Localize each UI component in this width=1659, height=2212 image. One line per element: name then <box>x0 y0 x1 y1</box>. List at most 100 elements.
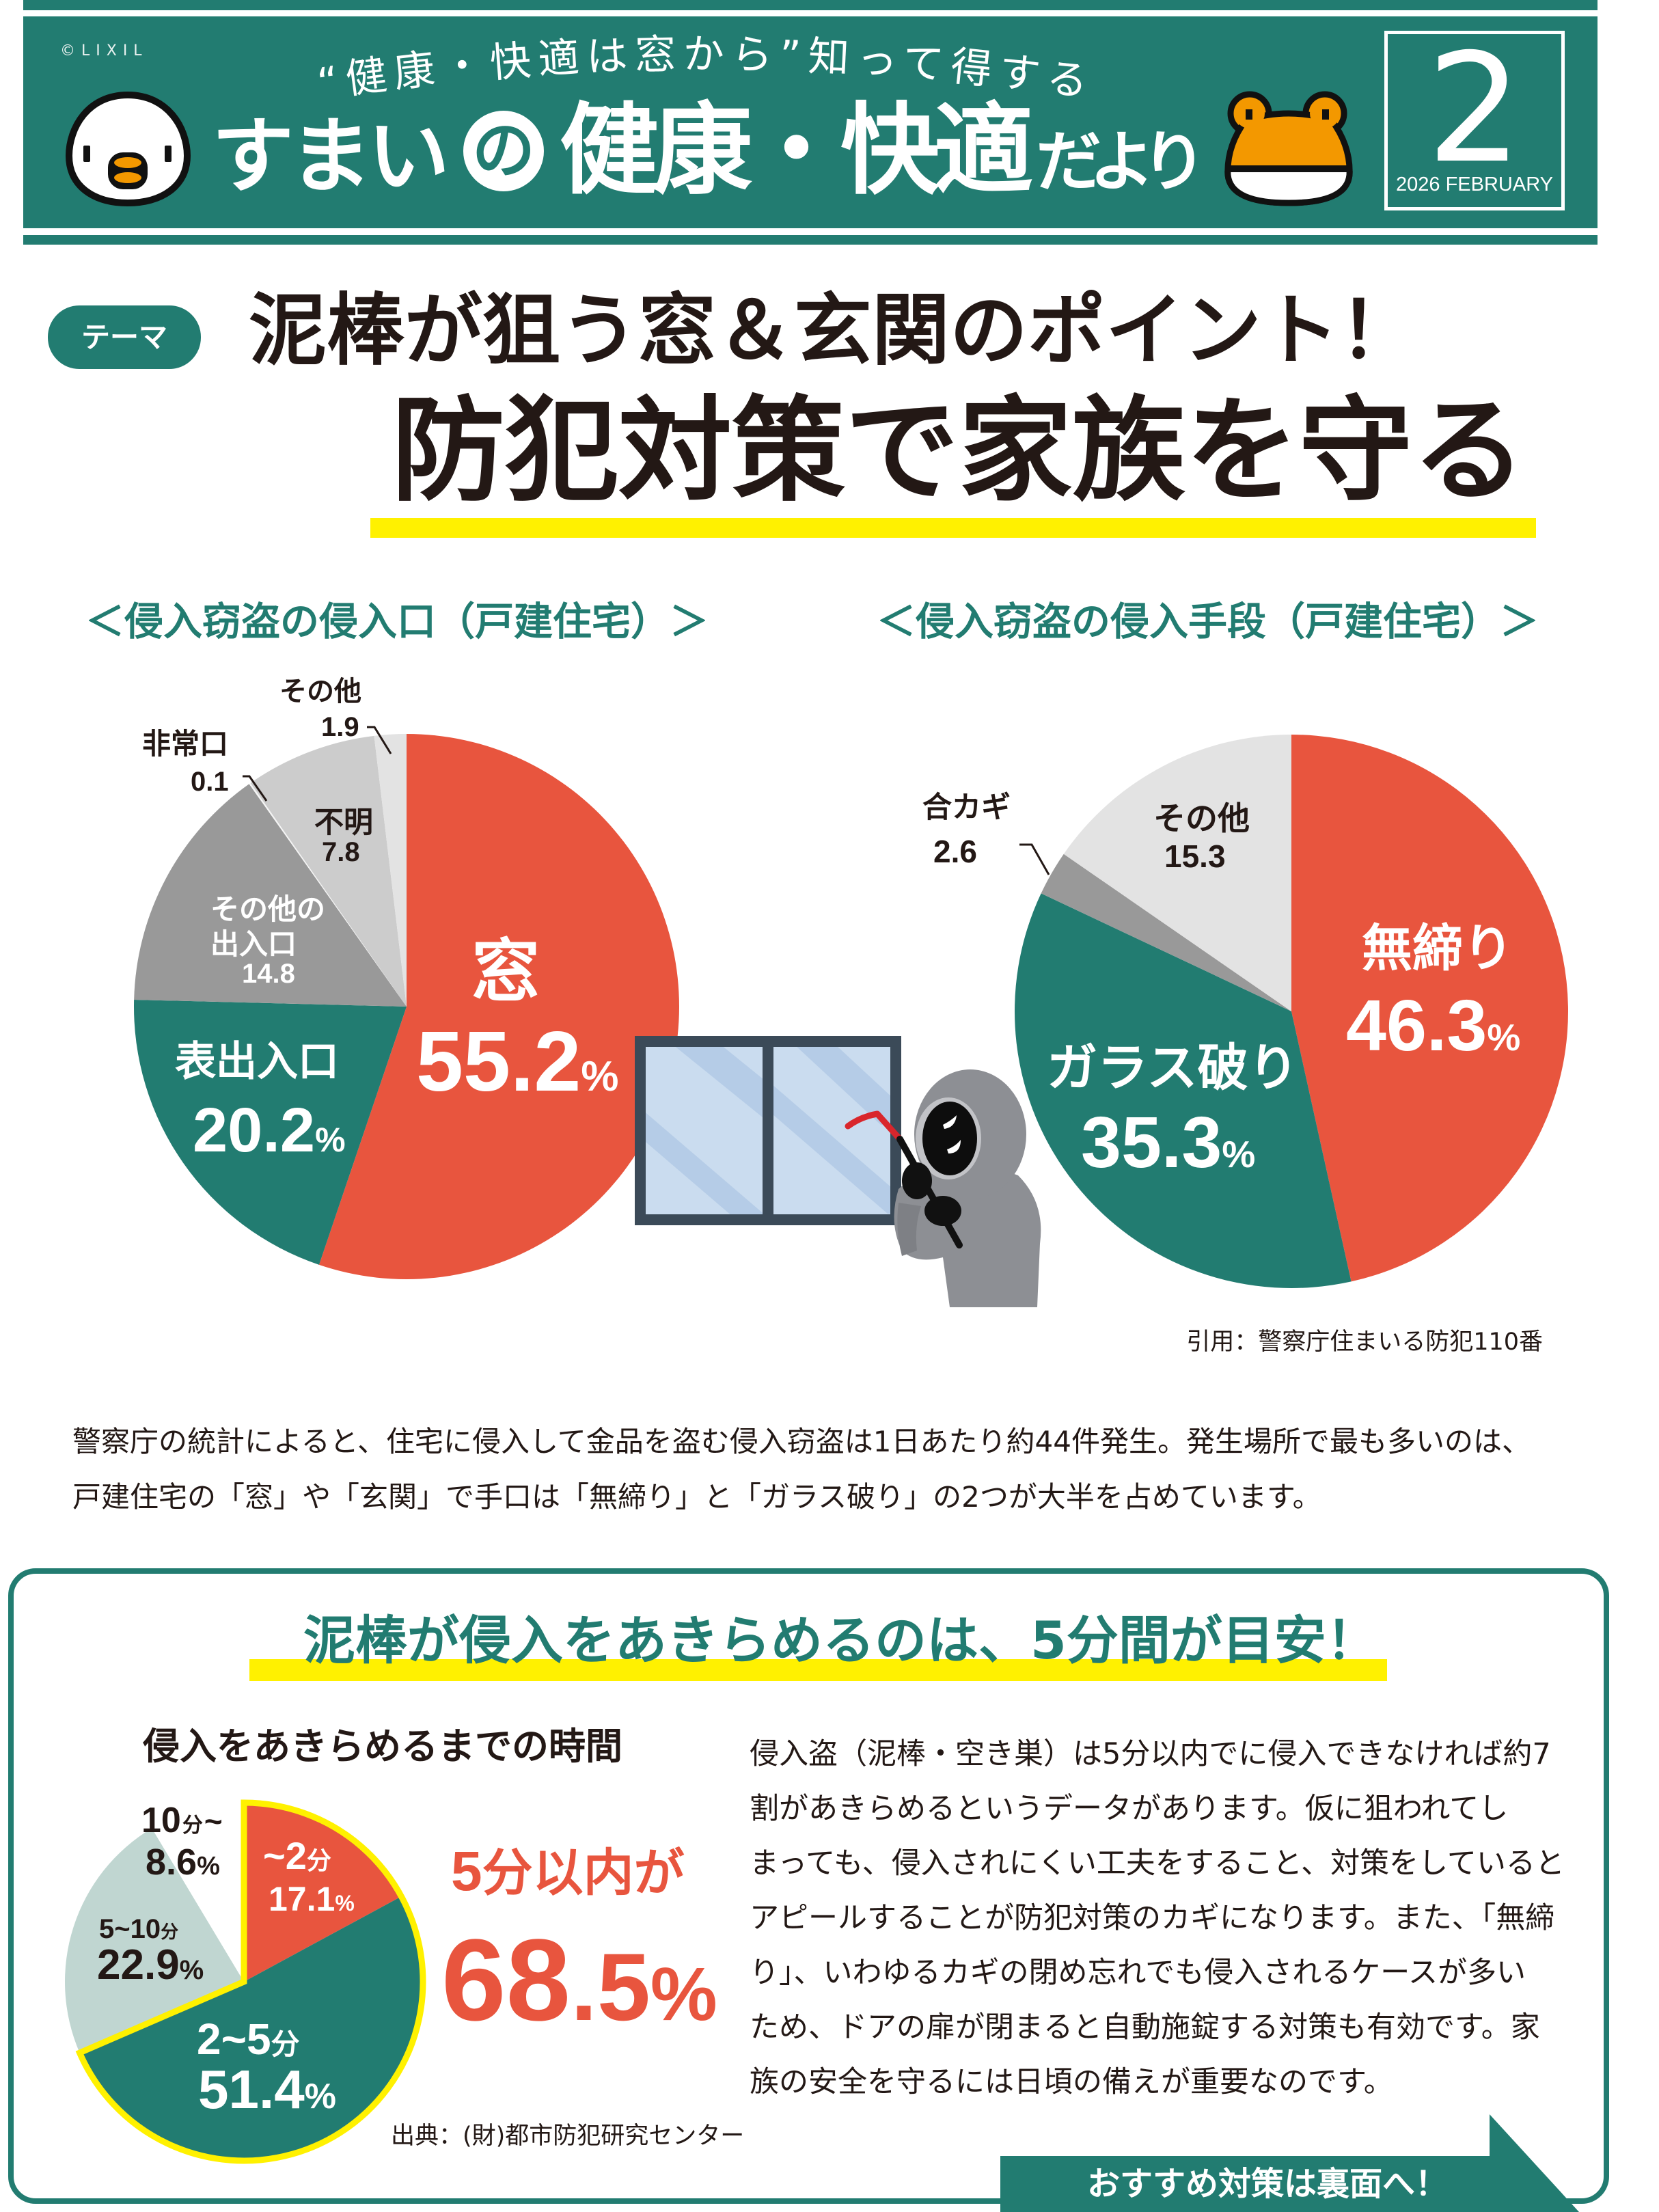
value-window: 55.2 % <box>416 1020 618 1104</box>
percent-sign: % <box>315 1121 346 1159</box>
title-underline <box>370 518 1536 538</box>
label-5-10min: 5~10 分 <box>99 1915 178 1943</box>
pie-slice <box>1041 854 1291 1011</box>
value-over-10min: 8.6 % <box>146 1844 220 1881</box>
label-other: その他 <box>279 676 361 707</box>
value-unknown: 7.8 <box>322 837 360 867</box>
intro-paragraph: 警察庁の統計によると、住宅に侵入して金品を盗む侵入窃盗は1日あたり約44件発生。… <box>72 1414 1531 1525</box>
chart-source: 引用：警察庁住まいる防犯110番 <box>1186 1328 1543 1356</box>
value-glass-breaking-number: 35.3 <box>1081 1102 1222 1183</box>
header-bottom-strip <box>23 235 1598 245</box>
label-part: 分 <box>182 1814 203 1838</box>
pie-slice <box>1291 735 1568 1282</box>
highlight-value-int: 68 <box>441 1915 571 2045</box>
label-other-entrance-line2: 出入口 <box>210 927 297 961</box>
label-glass-breaking: ガラス破り <box>1047 1039 1299 1097</box>
cta-text: おすすめ対策は裏面へ！ <box>1087 2165 1449 2203</box>
label-front-entrance: 表出入口 <box>175 1038 339 1086</box>
tips-body-line: 割があきらめるというデータがあります。仮に狙われてし <box>750 1792 1509 1826</box>
percent-sign: % <box>179 1955 204 1985</box>
label-2-5min: 2~5 分 <box>197 2017 300 2061</box>
issue-number: 2 <box>1427 21 1522 196</box>
title-circled-char: の <box>471 113 535 187</box>
value-number: 51.4 <box>198 2059 305 2120</box>
percent-sign: % <box>335 1891 355 1915</box>
box-heading-underline <box>249 1659 1387 1681</box>
percent-sign: % <box>1487 1016 1521 1059</box>
value-emergency-exit: 0.1 <box>191 767 229 797</box>
value-front-entrance-number: 20.2 <box>193 1095 316 1165</box>
intro-line: 戸建住宅の「窓」や「玄関」で手口は「無締り」と「ガラス破り」の2つが大半を占めて… <box>72 1480 1321 1514</box>
title-part-health-comfort: 健康・快適 <box>560 93 1033 208</box>
value-5-10min: 22.9 % <box>97 1944 204 1986</box>
pie-chart-entry-method <box>1015 735 1568 1288</box>
chick-icon <box>65 91 191 207</box>
time-chart-source: 出典：(財)都市防犯研究センター <box>391 2122 745 2150</box>
label-method-other: その他 <box>1153 800 1250 838</box>
value-front-entrance: 20.2 % <box>193 1099 346 1162</box>
tips-box <box>8 1568 1609 2204</box>
pie-slice <box>134 784 407 1007</box>
value-glass-breaking: 35.3 % <box>1081 1106 1255 1179</box>
pie-chart-give-up-time <box>65 1799 426 2164</box>
label-window: 窓 <box>471 931 540 1011</box>
issue-badge: 2 2026 FEBRUARY <box>1384 31 1565 210</box>
label-part: ~2 <box>263 1834 307 1877</box>
highlight-caption-text: 分以内が <box>482 1844 685 1902</box>
label-part: 2~5 <box>197 2015 271 2064</box>
tips-body-line: まっても、侵入されにくい工夫をすること、対策をしていると <box>750 1846 1565 1881</box>
pie-slice <box>134 999 407 1265</box>
label-part: 分 <box>306 1847 331 1875</box>
value-2-5min: 51.4 % <box>198 2062 336 2117</box>
frog-icon <box>1224 91 1353 206</box>
highlight-percent: % <box>650 1952 717 2036</box>
burglar-illustration <box>845 1069 1041 1307</box>
label-part: 分 <box>161 1922 179 1943</box>
highlight-minutes: 5 <box>451 1840 482 1902</box>
pie-slice <box>65 1828 244 2053</box>
pie-slice <box>249 782 407 1007</box>
value-method-other: 15.3 <box>1164 838 1226 874</box>
newsletter-title: すまい の 健康・快適 だより <box>212 93 1207 208</box>
percent-sign: % <box>304 2077 336 2116</box>
pie-chart-entry-point <box>134 734 680 1279</box>
value-window-number: 55.2 <box>416 1015 581 1109</box>
theme-title: 防犯対策で家族を守る <box>392 385 1526 517</box>
value-number: 8.6 <box>146 1842 197 1883</box>
tips-body-line: 族の安全を守るには日頃の備えが重要なのです。 <box>750 2065 1393 2099</box>
header-top-strip <box>23 0 1598 10</box>
tips-body-line: 侵入盗（泥棒・空き巣）は5分以内でに侵入できなければ約7 <box>750 1737 1551 1771</box>
pie-slice <box>79 1896 424 2161</box>
theme-headline: 泥棒が狙う窓＆玄関のポイント！ <box>249 285 1418 376</box>
percent-sign: % <box>1222 1133 1256 1175</box>
title-part-dayori: だより <box>1036 124 1207 200</box>
box-heading: 泥棒が侵入をあきらめるのは、5分間が目安！ <box>303 1610 1378 1671</box>
value-other: 1.9 <box>321 712 359 742</box>
label-other-entrance-line1: その他の <box>210 892 326 926</box>
highlight-value: 68 .5 % <box>441 1922 717 2038</box>
value-duplicate-key: 2.6 <box>933 834 977 869</box>
copyright-text: ©LIXIL <box>60 42 148 59</box>
pie-slice <box>152 1803 244 1982</box>
label-part: ~ <box>204 1803 223 1839</box>
title-circled-badge: の <box>463 110 544 191</box>
pie-highlight-outline <box>75 1799 426 2164</box>
theme-tag: テーマ <box>48 305 201 369</box>
pie-slice <box>1015 893 1352 1288</box>
label-part: 10 <box>141 1801 181 1840</box>
chart-title-entry-point: ＜侵入窃盗の侵入口（戸建住宅）＞ <box>85 599 709 644</box>
value-unlocked-number: 46.3 <box>1346 985 1487 1066</box>
label-part: 5~10 <box>99 1914 161 1944</box>
label-part: 分 <box>271 2027 300 2061</box>
percent-sign: % <box>581 1053 619 1100</box>
value-unlocked: 46.3 % <box>1346 989 1520 1062</box>
intro-line: 警察庁の統計によると、住宅に侵入して金品を盗む侵入窃盗は1日あたり約44件発生。… <box>72 1425 1531 1458</box>
title-part-sumai: すまい <box>212 109 450 204</box>
issue-date: 2026 FEBRUARY <box>1396 174 1553 195</box>
tips-body: 侵入盗（泥棒・空き巣）は5分以内でに侵入できなければ約7 割があきらめるというデ… <box>750 1727 1565 2109</box>
header-subtitle-arc: “健康・快適は窓から”知って得する <box>314 31 1091 108</box>
value-number: 22.9 <box>97 1941 180 1989</box>
tips-body-line: ため、ドアの扉が閉まると自動施錠する対策も有効です。家 <box>750 2010 1540 2045</box>
pie-slice <box>318 734 680 1279</box>
highlight-caption: 5 分以内が <box>451 1844 685 1900</box>
